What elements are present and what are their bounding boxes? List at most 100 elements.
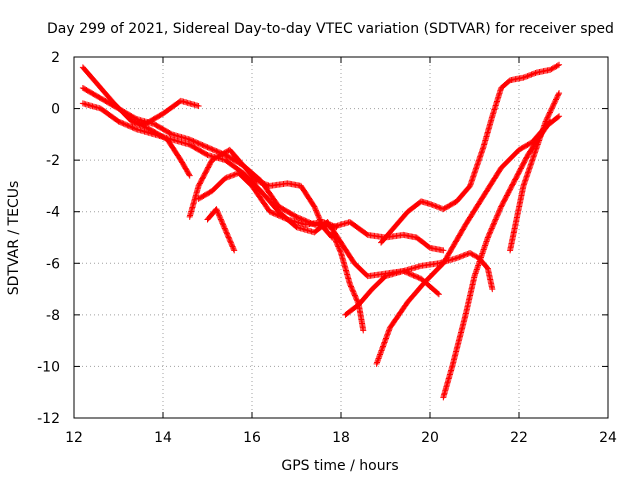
data-point: [200, 142, 207, 149]
data-point: [223, 229, 230, 236]
data-point: [210, 147, 217, 154]
data-point: [453, 255, 460, 262]
y-tick-label: -6: [46, 256, 60, 272]
data-point: [409, 271, 416, 278]
data-point: [487, 229, 494, 236]
data-point: [354, 297, 361, 304]
data-point: [195, 140, 202, 147]
data-point: [347, 282, 354, 289]
data-point: [491, 219, 498, 226]
data-point: [532, 69, 539, 76]
data-point: [221, 225, 228, 232]
data-point: [222, 226, 229, 233]
data-point: [556, 61, 563, 68]
data-point: [549, 102, 556, 109]
series-track-7: [204, 206, 238, 254]
data-point: [548, 106, 555, 113]
data-point: [189, 137, 196, 144]
data-point: [215, 210, 222, 217]
data-point: [485, 233, 492, 240]
x-tick-label: 16: [243, 430, 261, 446]
y-tick-label: -12: [37, 411, 60, 427]
data-point: [348, 284, 355, 291]
data-point: [332, 223, 339, 230]
data-point: [456, 254, 463, 261]
data-point: [435, 291, 442, 298]
data-point: [258, 179, 265, 186]
data-point: [460, 252, 467, 259]
data-point: [351, 291, 358, 298]
data-point: [262, 181, 269, 188]
data-point: [330, 233, 337, 240]
data-point: [230, 172, 237, 179]
data-point: [314, 210, 321, 217]
data-point: [497, 204, 504, 211]
data-point: [219, 220, 226, 227]
data-point: [547, 66, 554, 73]
data-point: [328, 222, 335, 229]
data-point: [186, 172, 193, 179]
data-point: [224, 174, 231, 181]
data-point: [132, 125, 139, 132]
data-point: [489, 222, 496, 229]
data-point: [556, 90, 563, 97]
data-point: [490, 220, 497, 227]
data-point: [467, 249, 474, 256]
data-point: [227, 238, 234, 245]
data-point: [217, 151, 224, 158]
data-point: [213, 206, 220, 213]
data-point: [227, 239, 234, 246]
data-point: [226, 235, 233, 242]
data-point: [336, 247, 343, 254]
data-point: [230, 246, 237, 253]
data-point: [496, 207, 503, 214]
data-point: [335, 243, 342, 250]
data-point: [554, 92, 561, 99]
data-point: [325, 221, 332, 228]
data-point: [552, 97, 559, 104]
data-point: [214, 154, 221, 161]
data-point: [463, 251, 470, 258]
data-point: [543, 115, 550, 122]
data-point: [204, 144, 211, 151]
data-point: [207, 145, 214, 152]
data-point: [215, 211, 222, 218]
data-point: [274, 212, 281, 219]
data-point: [550, 101, 557, 108]
data-point: [218, 219, 225, 226]
data-point: [492, 217, 499, 224]
data-point: [528, 71, 535, 78]
data-point: [410, 272, 417, 279]
data-point: [436, 204, 443, 211]
data-point: [187, 137, 194, 144]
data-point: [555, 91, 562, 98]
data-point: [469, 251, 476, 258]
data-point: [269, 209, 276, 216]
data-point: [414, 274, 421, 281]
data-point: [186, 171, 193, 178]
y-tick-label: -8: [46, 308, 60, 324]
data-point: [349, 287, 356, 294]
data-point: [203, 151, 210, 158]
data-point: [216, 152, 223, 159]
data-point: [433, 203, 440, 210]
data-point: [492, 216, 499, 223]
data-point: [407, 271, 414, 278]
data-point: [217, 215, 224, 222]
data-point: [121, 121, 128, 128]
series-track-6: [195, 170, 340, 231]
data-point: [428, 201, 435, 208]
data-point: [270, 210, 277, 217]
data-point: [486, 230, 493, 237]
data-point: [271, 210, 278, 217]
data-point: [544, 114, 551, 121]
series-track-5: [186, 146, 336, 241]
data-point: [195, 102, 202, 109]
data-point: [329, 222, 336, 229]
x-tick-label: 20: [421, 430, 439, 446]
data-point: [261, 180, 268, 187]
data-point: [333, 239, 340, 246]
data-point: [546, 110, 553, 117]
data-point: [346, 280, 353, 287]
data-point: [484, 234, 491, 241]
